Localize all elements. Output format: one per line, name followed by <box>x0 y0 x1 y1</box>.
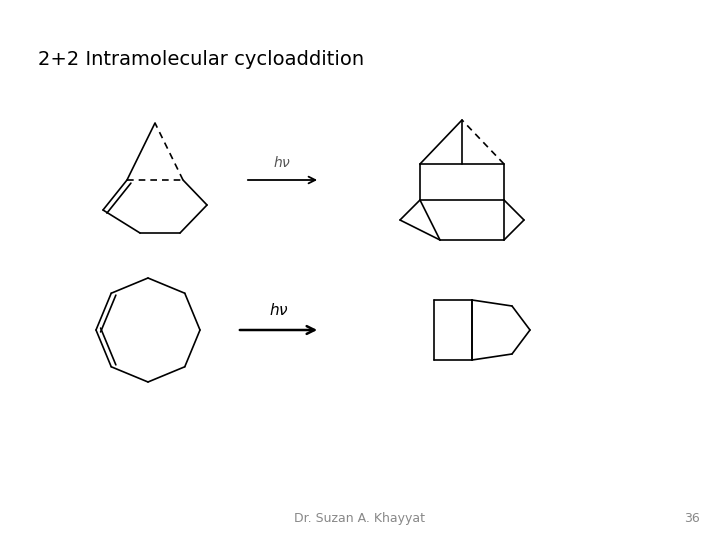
Text: $h\nu$: $h\nu$ <box>269 302 289 318</box>
Text: $h\nu$: $h\nu$ <box>274 155 292 170</box>
Text: 2+2 Intramolecular cycloaddition: 2+2 Intramolecular cycloaddition <box>38 50 364 69</box>
Text: Dr. Suzan A. Khayyat: Dr. Suzan A. Khayyat <box>294 512 426 525</box>
Text: 36: 36 <box>684 512 700 525</box>
